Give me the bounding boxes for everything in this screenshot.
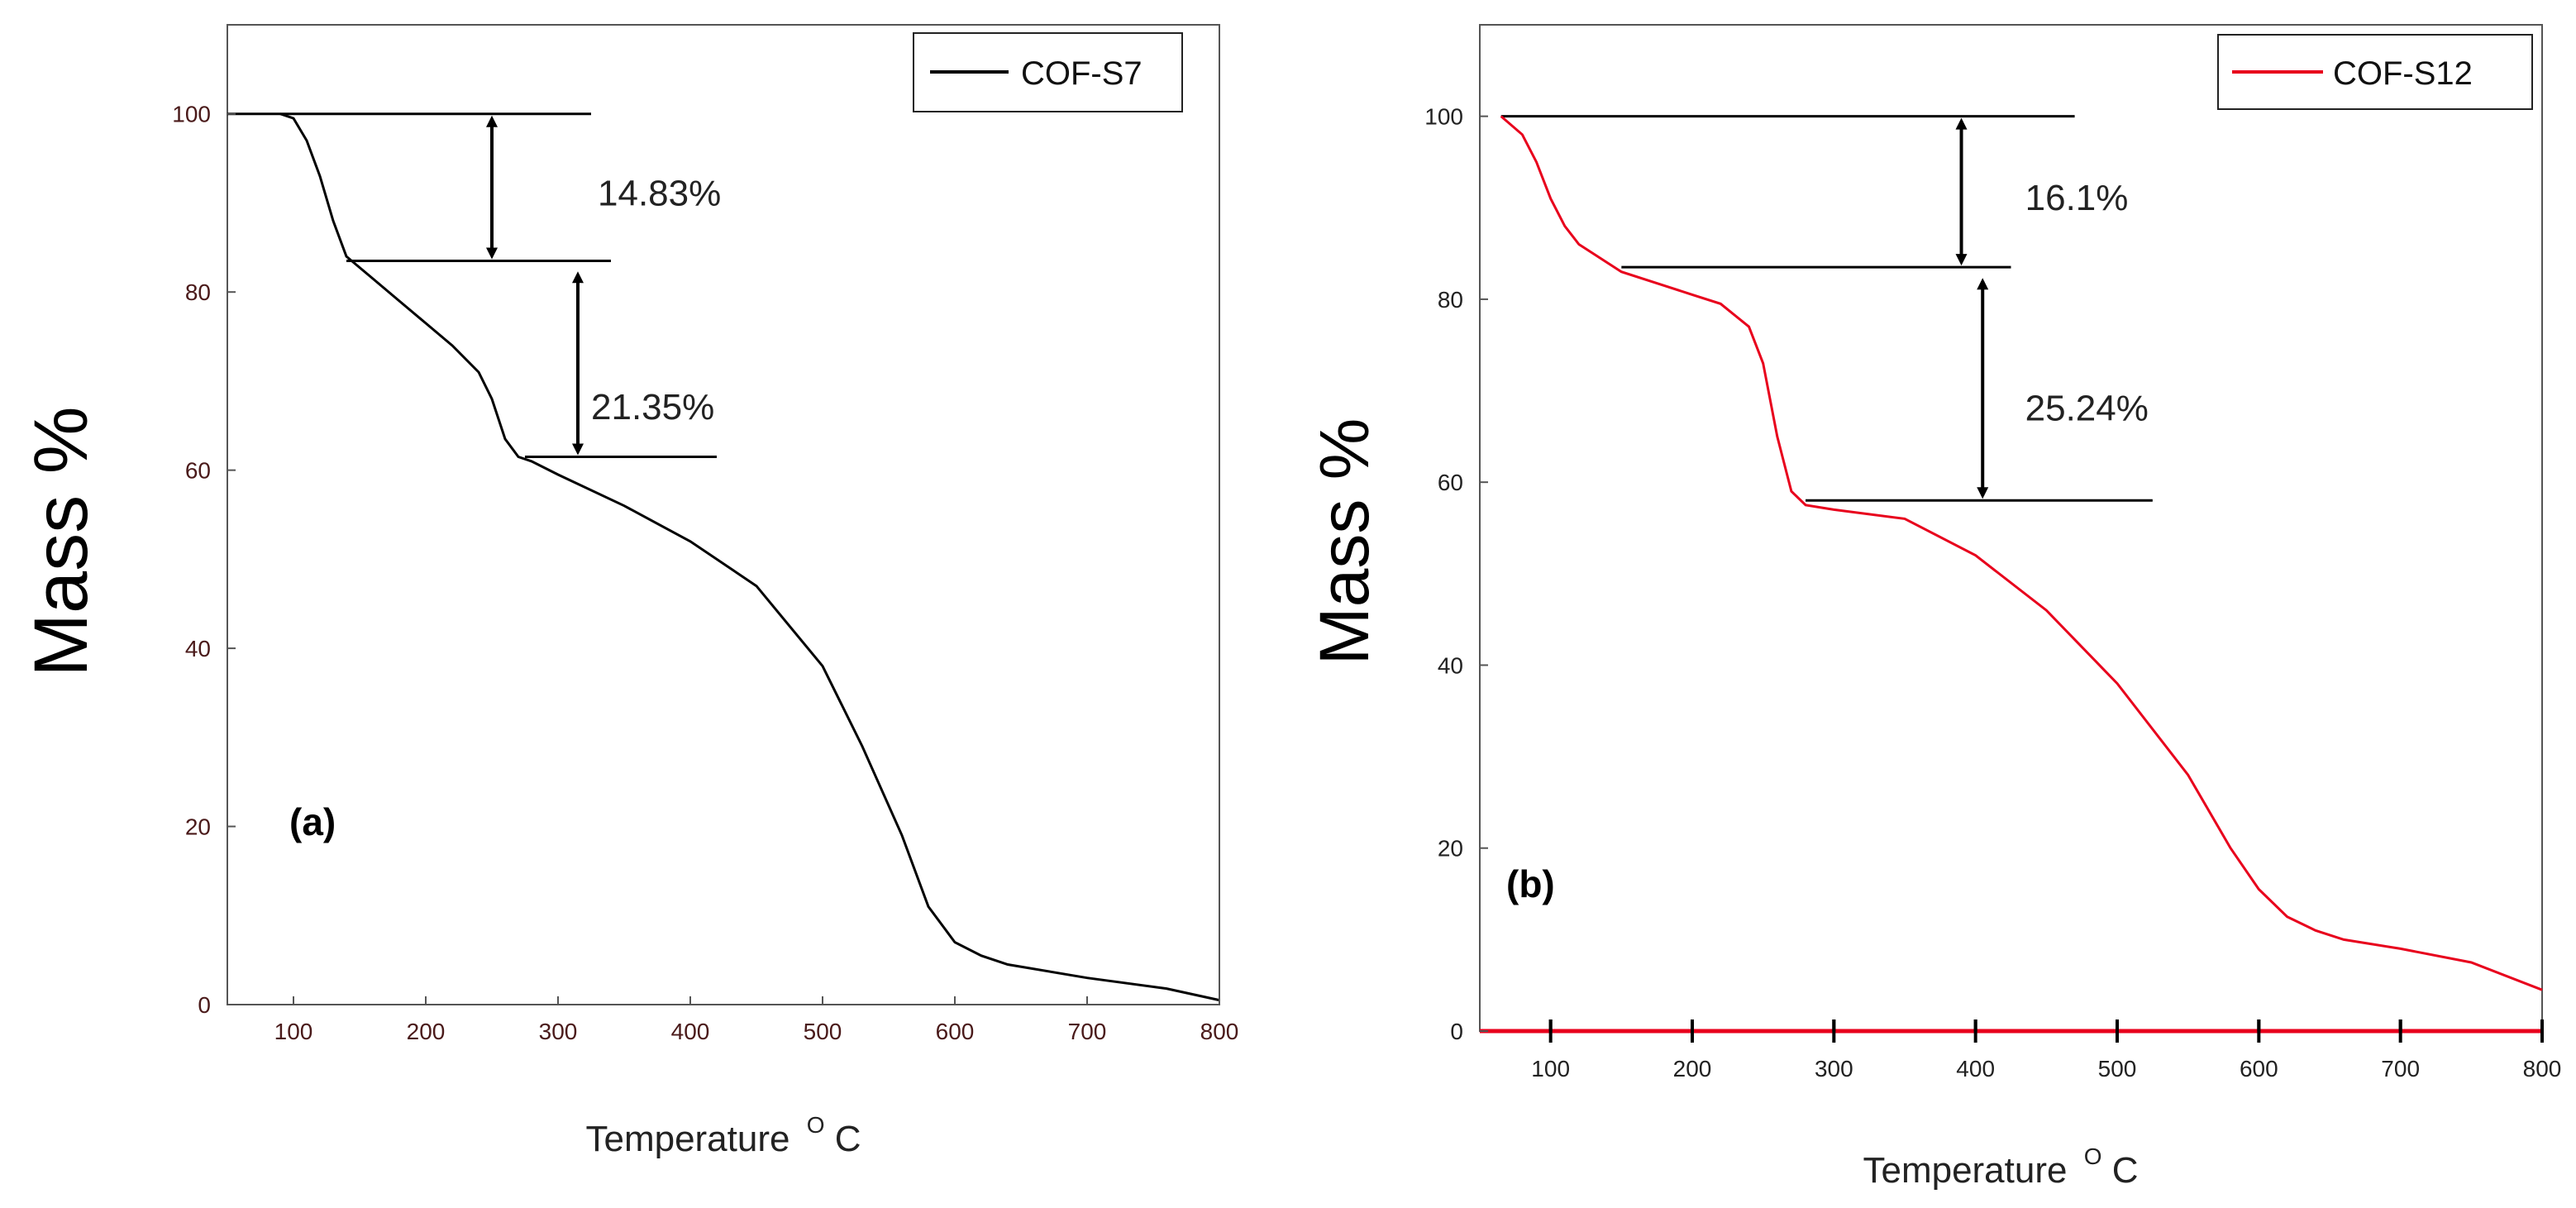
plot-frame xyxy=(1479,24,2543,1032)
y-tick-label: 80 xyxy=(185,279,211,305)
legend-label: COF-S7 xyxy=(1021,55,1143,92)
reference-lines xyxy=(227,112,717,458)
x-tick-label: 100 xyxy=(274,1019,313,1044)
annotation-arrows: 14.83% 21.35% xyxy=(486,115,721,456)
panel-label: (a) xyxy=(289,800,336,843)
legend: COF-S12 xyxy=(2217,34,2533,110)
axis-ticks: 100 200 300 400 500 600 700 800 0 20 40 60 80 100 xyxy=(172,102,1238,1044)
mass-curve-cof-s12 xyxy=(1500,115,2543,991)
x-tick-label: 500 xyxy=(804,1019,842,1044)
x-tick-label: 600 xyxy=(2240,1056,2278,1081)
x-tick-label: 600 xyxy=(936,1019,975,1044)
annotation-arrows: 16.1% 25.24% xyxy=(1955,117,2149,499)
y-tick-label: 40 xyxy=(185,636,211,661)
x-tick-label: 800 xyxy=(2523,1056,2562,1081)
y-axis-label: Mass % xyxy=(19,406,103,676)
panel-label: (b) xyxy=(1506,862,1555,905)
x-tick-label: 100 xyxy=(1531,1056,1570,1081)
arrow-head-up xyxy=(486,115,498,127)
annotation-label: 14.83% xyxy=(598,174,721,214)
x-tick-label: 200 xyxy=(407,1019,446,1044)
y-tick-label: 40 xyxy=(1438,652,1463,678)
x-tick-label: 200 xyxy=(1673,1056,1712,1081)
x-tick-label: 700 xyxy=(1068,1019,1107,1044)
x-tick-label: 700 xyxy=(2381,1056,2420,1081)
x-tick-label: 300 xyxy=(539,1019,578,1044)
axis-ticks: 100 200 300 400 500 600 700 800 0 20 40 60 80 100 xyxy=(1424,104,2561,1081)
arrow-head-down xyxy=(1955,254,1968,266)
x-tick-label: 500 xyxy=(2098,1056,2137,1081)
arrow-head-down xyxy=(1977,487,1989,499)
x-tick-label: 400 xyxy=(671,1019,710,1044)
arrow-head-up xyxy=(1955,117,1968,130)
legend-label: COF-S12 xyxy=(2333,55,2473,92)
x-tick-label: 400 xyxy=(1956,1056,1995,1081)
panel-a: 14.83% 21.35% 100 200 300 400 500 600 700 800 0 20… xyxy=(19,24,1238,1159)
y-tick-label: 0 xyxy=(1450,1019,1463,1044)
x-axis-label: Temperature O C xyxy=(1863,1132,2138,1191)
arrow-head-down xyxy=(486,247,498,260)
annotation-label: 21.35% xyxy=(591,387,714,427)
y-tick-label: 20 xyxy=(1438,836,1463,862)
y-tick-label: 60 xyxy=(185,458,211,484)
legend: COF-S7 xyxy=(913,32,1183,112)
reference-lines xyxy=(1500,115,2153,502)
x-axis-label: Temperature O C xyxy=(585,1101,861,1159)
x-tick-label: 300 xyxy=(1815,1056,1853,1081)
y-tick-label: 60 xyxy=(1438,470,1463,495)
y-tick-label: 0 xyxy=(198,992,211,1018)
y-tick-label: 20 xyxy=(185,814,211,840)
mass-curve-cof-s7 xyxy=(279,112,1220,1002)
arrow-head-down xyxy=(572,443,584,456)
plot-frame xyxy=(227,24,1220,1005)
panel-b: 16.1% 25.24% 100 200 300 400 500 600 700 800 0 20 4… xyxy=(1305,24,2561,1191)
annotation-label: 16.1% xyxy=(2025,178,2129,218)
y-tick-label: 100 xyxy=(1424,104,1463,130)
arrow-head-up xyxy=(1977,278,1989,290)
y-axis-label: Mass % xyxy=(1305,418,1383,666)
y-tick-label: 80 xyxy=(1438,287,1463,313)
arrow-head-up xyxy=(572,271,584,284)
y-tick-label: 100 xyxy=(172,102,211,127)
annotation-label: 25.24% xyxy=(2025,389,2149,429)
x-tick-label: 800 xyxy=(1200,1019,1239,1044)
